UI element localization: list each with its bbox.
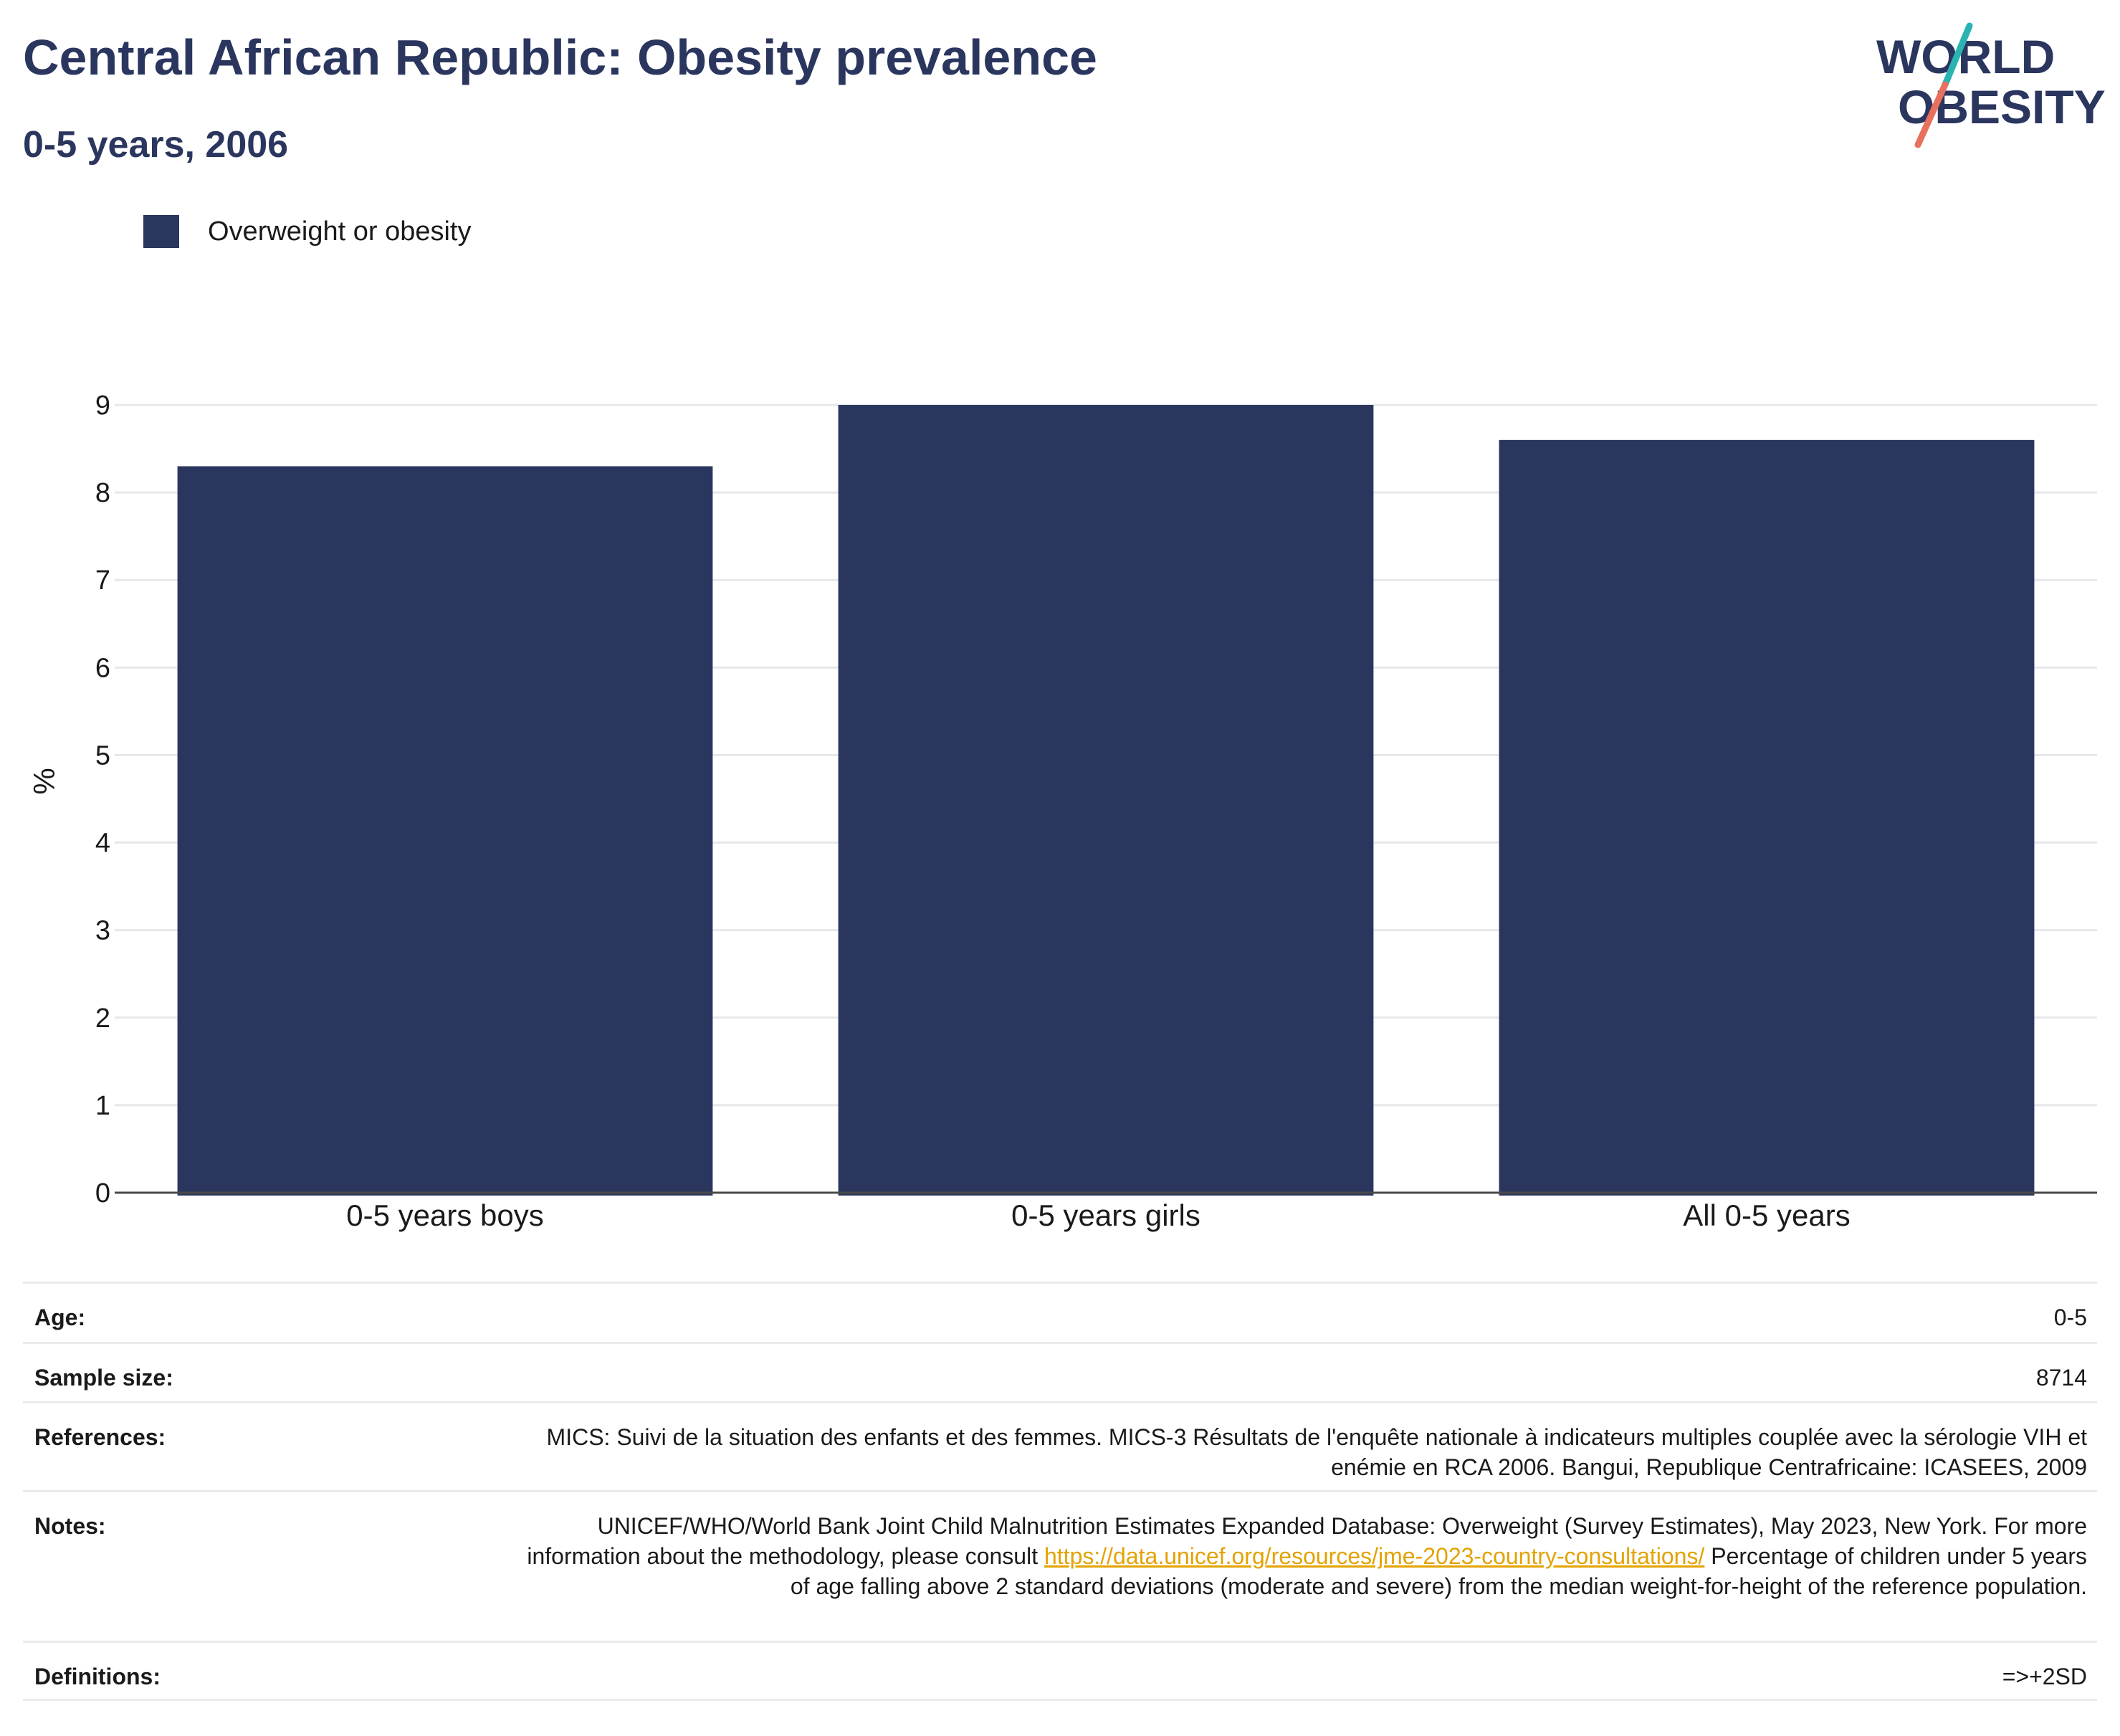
- bar: [838, 405, 1374, 1196]
- y-tick-label: 8: [95, 478, 110, 508]
- legend-swatch: [143, 215, 179, 248]
- x-tick-label: 0-5 years boys: [346, 1198, 543, 1232]
- logo-slash-coral: [1914, 81, 1949, 148]
- age-label: Age:: [34, 1305, 86, 1330]
- notes-link[interactable]: https://data.unicef.org/resources/jme-20…: [1044, 1543, 1705, 1569]
- y-tick-label: 2: [95, 1003, 110, 1034]
- y-tick-label: 7: [95, 566, 110, 596]
- sample-size-value: 8714: [2035, 1365, 2087, 1391]
- world-obesity-logo: WORLD OBESITY: [1876, 22, 2106, 148]
- meta-row-references: References: MICS: Suivi de la situation …: [23, 1401, 2097, 1490]
- legend-label: Overweight or obesity: [208, 216, 472, 247]
- logo-slash-teal: [1942, 22, 1973, 88]
- notes-label: Notes:: [34, 1513, 106, 1539]
- y-tick-label: 9: [95, 391, 110, 421]
- x-tick-label: All 0-5 years: [1683, 1198, 1850, 1232]
- notes-text-1: UNICEF/WHO/World Bank Joint Child Malnut…: [527, 1513, 2087, 1569]
- bar: [177, 466, 713, 1196]
- meta-row-notes: Notes: UNICEF/WHO/World Bank Joint Child…: [23, 1490, 2097, 1641]
- y-tick-label: 5: [95, 740, 110, 771]
- y-axis-label: %: [27, 768, 61, 794]
- references-value: MICS: Suivi de la situation des enfants …: [546, 1424, 2087, 1480]
- y-tick-label: 6: [95, 653, 110, 683]
- definitions-label: Definitions:: [34, 1664, 161, 1689]
- notes-value: UNICEF/WHO/World Bank Joint Child Malnut…: [525, 1511, 2087, 1601]
- sample-size-label: Sample size:: [34, 1365, 173, 1391]
- metadata-table: Age: 0-5 Sample size: 8714 References: M…: [23, 1282, 2097, 1701]
- chart-subtitle: 0-5 years, 2006: [23, 124, 289, 166]
- y-tick-label: 0: [95, 1178, 110, 1208]
- chart-title: Central African Republic: Obesity preval…: [23, 29, 1097, 85]
- meta-row-definitions: Definitions: =>+2SD: [23, 1641, 2097, 1701]
- meta-row-sample-size: Sample size: 8714: [23, 1342, 2097, 1401]
- references-label: References:: [34, 1424, 166, 1450]
- bar: [1499, 439, 2035, 1196]
- meta-row-age: Age: 0-5: [23, 1282, 2097, 1342]
- bar-chart: 0 1 2 3 4 5 6 7 8 9 0-5 years boys 0-5 years girls A…: [27, 391, 2097, 1232]
- age-value: 0-5: [2053, 1305, 2087, 1330]
- notes-text-2: Percentage of children under 5 years of …: [790, 1543, 2087, 1599]
- y-tick-label: 1: [95, 1091, 110, 1121]
- y-tick-label: 3: [95, 916, 110, 946]
- definitions-value: =>+2SD: [2002, 1664, 2087, 1689]
- y-tick-label: 4: [95, 829, 110, 859]
- x-tick-label: 0-5 years girls: [1011, 1198, 1200, 1232]
